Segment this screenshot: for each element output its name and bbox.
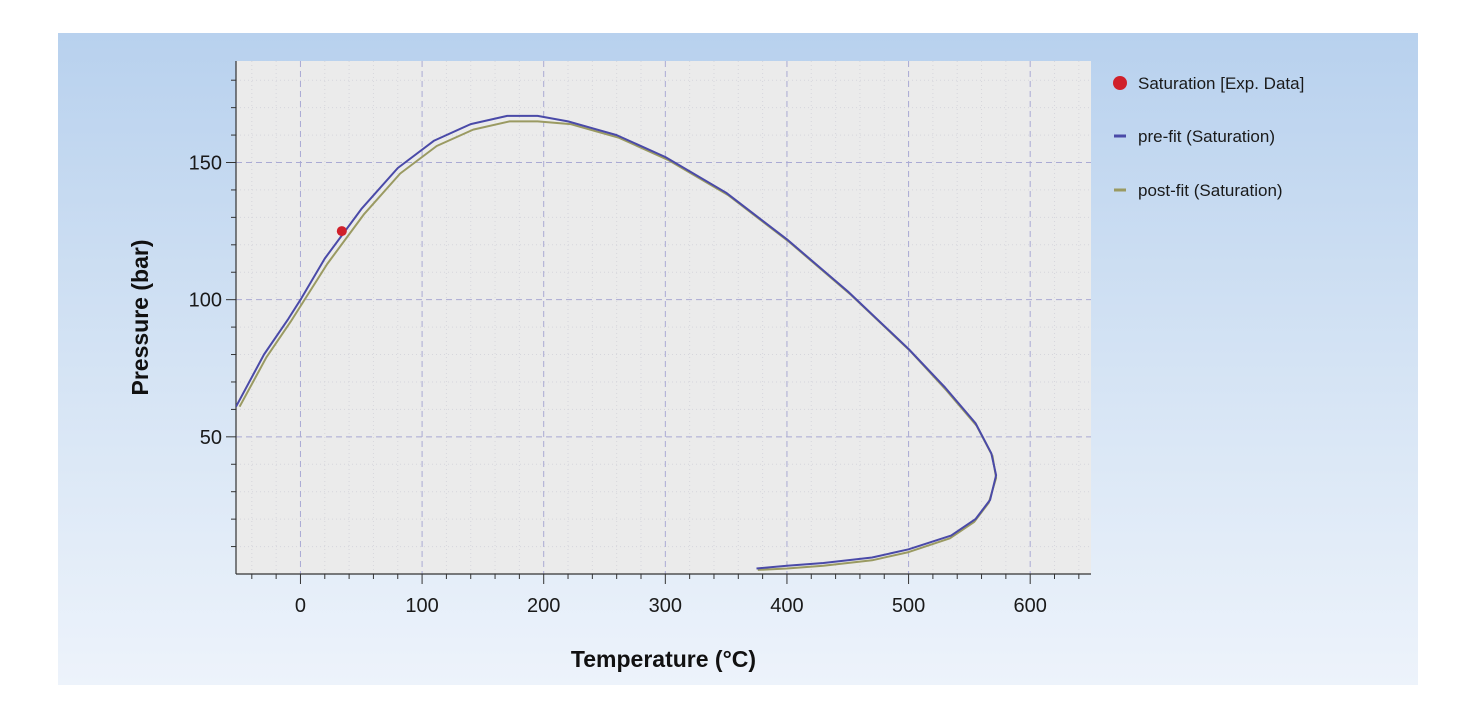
legend-label-pre-fit: pre-fit (Saturation) [1138, 127, 1275, 146]
series-line-pre-fit [236, 114, 998, 570]
legend-item-exp-data[interactable]: Saturation [Exp. Data] [1113, 74, 1304, 93]
legend-marker-exp-data [1113, 76, 1127, 90]
plot-area [236, 61, 1091, 574]
legend-label-exp-data: Saturation [Exp. Data] [1138, 74, 1304, 93]
x-tick-label: 100 [405, 595, 438, 617]
x-tick-label: 300 [649, 595, 682, 617]
chart-panel: 0 100 200 300 400 500 600 50 100 150 Temperature … [58, 33, 1418, 685]
legend-item-post-fit[interactable]: post-fit (Saturation) [1114, 181, 1283, 200]
x-tick-label: 600 [1014, 595, 1047, 617]
x-axis-title: Temperature (°C) [571, 646, 756, 672]
y-axis-title: Pressure (bar) [127, 240, 153, 396]
y-tick-label: 150 [189, 153, 222, 175]
x-tick-label: 0 [295, 595, 306, 617]
legend[interactable]: Saturation [Exp. Data] pre-fit (Saturati… [1113, 74, 1304, 200]
x-tick-label: 500 [892, 595, 925, 617]
data-point-exp [336, 226, 347, 237]
grid [236, 61, 1091, 574]
y-tick-label: 100 [189, 290, 222, 312]
series-layer [236, 114, 998, 571]
legend-item-pre-fit[interactable]: pre-fit (Saturation) [1114, 127, 1275, 146]
x-tick-label: 400 [770, 595, 803, 617]
x-tick-label: 200 [527, 595, 560, 617]
legend-label-post-fit: post-fit (Saturation) [1138, 181, 1283, 200]
chart-svg: 0 100 200 300 400 500 600 50 100 150 Temperature … [127, 61, 1304, 672]
y-tick-label: 50 [200, 427, 222, 449]
axes: 0 100 200 300 400 500 600 50 100 150 [189, 61, 1091, 617]
